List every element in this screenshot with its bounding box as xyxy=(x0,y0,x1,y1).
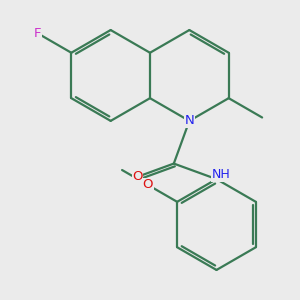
Text: O: O xyxy=(132,170,143,183)
Text: F: F xyxy=(34,27,42,40)
Text: N: N xyxy=(184,114,194,128)
Text: NH: NH xyxy=(212,168,230,181)
Text: O: O xyxy=(142,178,153,191)
